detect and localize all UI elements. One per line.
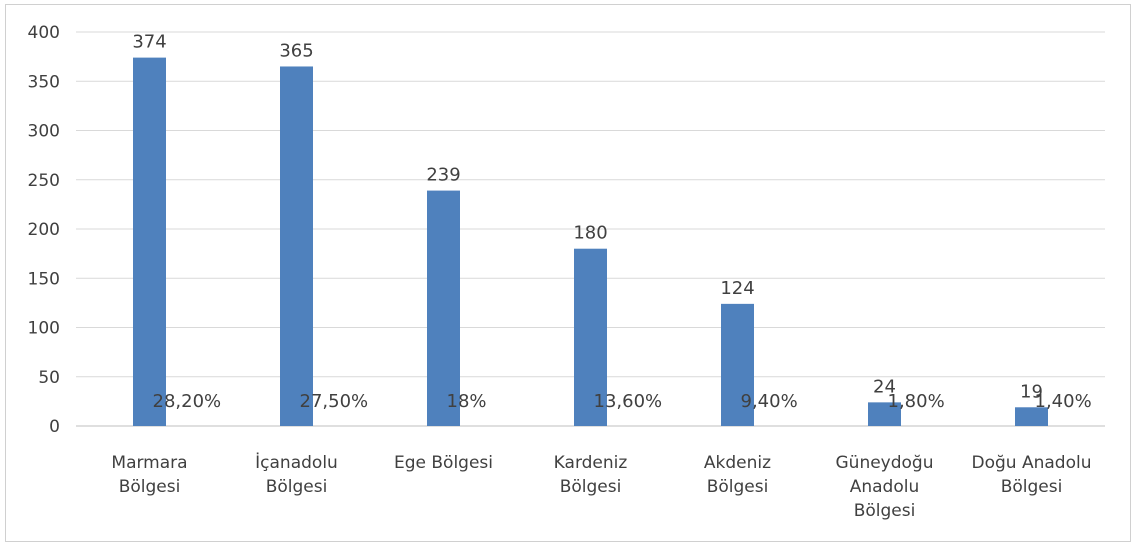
value-label: 19 bbox=[1020, 381, 1043, 402]
category-label: Bölgesi bbox=[1001, 477, 1063, 497]
category-label: İçanadolu bbox=[255, 452, 338, 473]
y-tick-label: 150 bbox=[28, 269, 60, 289]
bar bbox=[133, 57, 166, 427]
x-axis-categories: Marmara Bölgesi İçanadolu Bölgesi Ege Bölges… bbox=[111, 452, 1091, 521]
chart-frame: 0 50 100 150 200 250 300 350 400 374 28,20% 365 27,… bbox=[5, 4, 1131, 542]
y-tick-label: 350 bbox=[28, 72, 60, 92]
bar-chart: 0 50 100 150 200 250 300 350 400 374 28,20% 365 27,… bbox=[28, 23, 1105, 521]
y-tick-label: 300 bbox=[28, 122, 60, 142]
y-tick-label: 200 bbox=[28, 220, 60, 240]
category-label: Kardeniz bbox=[554, 453, 628, 473]
value-label: 365 bbox=[279, 40, 313, 61]
bar bbox=[574, 248, 607, 426]
gridlines bbox=[76, 31, 1105, 427]
category-label: Bölgesi bbox=[560, 477, 622, 497]
y-tick-label: 100 bbox=[28, 319, 60, 339]
category-label: Bölgesi bbox=[119, 477, 181, 497]
y-tick-label: 50 bbox=[38, 368, 60, 388]
percent-label: 28,20% bbox=[153, 391, 222, 412]
value-label: 374 bbox=[132, 32, 166, 53]
percent-label: 18% bbox=[447, 391, 487, 412]
value-label: 180 bbox=[573, 223, 607, 244]
percent-label: 1,80% bbox=[888, 391, 945, 412]
y-axis-ticks: 0 50 100 150 200 250 300 350 400 bbox=[28, 23, 60, 437]
category-label: Güneydoğu bbox=[836, 453, 934, 473]
category-label: Bölgesi bbox=[266, 477, 328, 497]
y-tick-label: 400 bbox=[28, 23, 60, 43]
category-label: Bölgesi bbox=[854, 501, 916, 521]
bar bbox=[1015, 407, 1048, 426]
value-label: 239 bbox=[426, 165, 460, 186]
data-labels: 374 28,20% 365 27,50% 239 18% 180 13,60% 124 9,40… bbox=[132, 32, 1091, 412]
bar bbox=[721, 303, 754, 426]
category-label: Doğu Anadolu bbox=[972, 453, 1092, 473]
value-label: 124 bbox=[720, 278, 754, 299]
y-tick-label: 250 bbox=[28, 171, 60, 191]
bar bbox=[427, 190, 460, 426]
category-label: Anadolu bbox=[850, 477, 920, 497]
bars bbox=[133, 57, 1048, 427]
category-label: Bölgesi bbox=[707, 477, 769, 497]
category-label: Ege Bölgesi bbox=[394, 453, 493, 473]
y-tick-label: 0 bbox=[49, 417, 60, 437]
percent-label: 1,40% bbox=[1035, 391, 1092, 412]
percent-label: 9,40% bbox=[741, 391, 798, 412]
category-label: Marmara bbox=[111, 453, 187, 473]
bar bbox=[868, 402, 901, 426]
value-label: 24 bbox=[873, 376, 896, 397]
category-label: Akdeniz bbox=[704, 453, 771, 473]
percent-label: 27,50% bbox=[300, 391, 369, 412]
percent-label: 13,60% bbox=[594, 391, 663, 412]
bar bbox=[280, 66, 313, 426]
